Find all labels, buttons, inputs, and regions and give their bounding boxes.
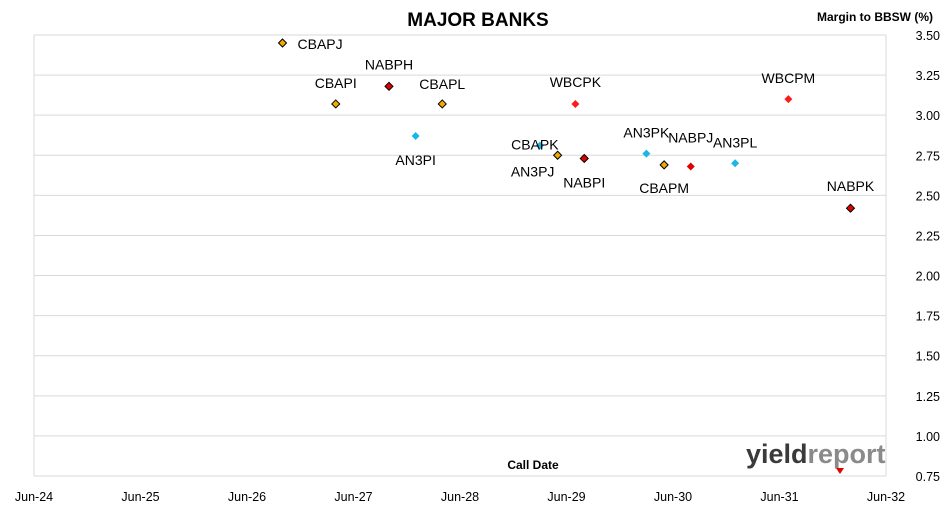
data-point-nabpk — [845, 203, 856, 213]
data-point-nabpi — [579, 153, 589, 164]
data-point-an3pj — [552, 150, 563, 160]
chart-title: MAJOR BANKS — [407, 10, 548, 31]
x-tick-label: Jun-28 — [441, 490, 479, 504]
y-tick-label: 1.00 — [916, 430, 940, 444]
point-label-an3pk: AN3PK — [623, 125, 670, 141]
y-tick-label: 1.25 — [916, 390, 940, 404]
x-tick-label: Jun-32 — [867, 490, 905, 504]
point-label-cbapk: CBAPK — [511, 137, 559, 153]
y-tick-label: 3.25 — [916, 69, 940, 83]
x-tick-label: Jun-30 — [654, 490, 692, 504]
point-label-cbapi: CBAPI — [315, 75, 357, 91]
y-tick-label: 2.25 — [916, 229, 940, 243]
x-tick-label: Jun-29 — [547, 490, 585, 504]
point-label-nabpj: NABPJ — [668, 129, 713, 145]
data-point-cbapl — [437, 99, 447, 109]
data-point-cbapi — [331, 99, 341, 109]
data-points — [277, 38, 856, 213]
y-tick-label: 2.75 — [916, 149, 940, 163]
x-axis-label: Call Date — [507, 458, 559, 472]
point-label-nabpi: NABPI — [563, 174, 605, 190]
data-point-an3pk — [642, 149, 651, 158]
y-tick-label: 2.00 — [916, 270, 940, 284]
data-point-nabpj — [686, 162, 695, 171]
point-label-cbapj: CBAPJ — [298, 36, 343, 52]
data-point-nabph — [384, 81, 394, 92]
svg-text:yieldreport: yieldreport — [746, 439, 886, 469]
point-label-wbcpm: WBCPM — [762, 70, 816, 86]
point-label-nabpk: NABPK — [827, 178, 875, 194]
logo-text-report: report — [808, 439, 886, 469]
y-tick-label: 3.00 — [916, 109, 940, 123]
x-tick-label: Jun-25 — [121, 490, 159, 504]
x-tick-label: Jun-27 — [334, 490, 372, 504]
gridlines — [33, 34, 887, 477]
point-label-cbapm: CBAPM — [639, 180, 689, 196]
point-label-an3pj: AN3PJ — [511, 163, 555, 179]
logo: yieldreport — [746, 439, 886, 474]
y-tick-labels: 0.75 1.00 1.25 1.50 1.75 2.00 2.25 2.50 2.75 3.00… — [916, 29, 940, 484]
point-label-wbcpk: WBCPK — [550, 74, 602, 90]
point-label-an3pl: AN3PL — [713, 134, 758, 150]
y-tick-label: 1.75 — [916, 310, 940, 324]
logo-text-yield: yield — [746, 439, 808, 469]
y-tick-label: 1.50 — [916, 350, 940, 364]
point-label-cbapl: CBAPL — [419, 76, 465, 92]
point-labels: CBAPJ CBAPI NABPH CBAPL AN3PI WBCPK CBAPK AN3PJ… — [298, 36, 875, 196]
data-point-cbapk — [535, 141, 544, 150]
x-tick-label: Jun-26 — [228, 490, 266, 504]
data-point-an3pi — [411, 132, 420, 141]
x-tick-label: Jun-31 — [760, 490, 798, 504]
data-point-wbcpm — [784, 95, 793, 104]
data-point-cbapm — [659, 160, 669, 170]
data-point-cbapj — [277, 38, 288, 48]
data-point-an3pl — [731, 159, 740, 168]
point-label-an3pi: AN3PI — [395, 152, 435, 168]
x-tick-label: Jun-24 — [15, 490, 53, 504]
y-axis-label: Margin to BBSW (%) — [817, 10, 933, 24]
y-tick-label: 0.75 — [916, 470, 940, 484]
y-tick-label: 2.50 — [916, 189, 940, 203]
y-tick-label: 3.50 — [916, 29, 940, 43]
x-tick-labels: Jun-24 Jun-25 Jun-26 Jun-27 Jun-28 Jun-29 Jun-… — [15, 490, 905, 504]
logo-arrow-icon — [836, 468, 844, 474]
point-label-nabph: NABPH — [365, 56, 413, 72]
data-point-wbcpk — [571, 99, 580, 108]
